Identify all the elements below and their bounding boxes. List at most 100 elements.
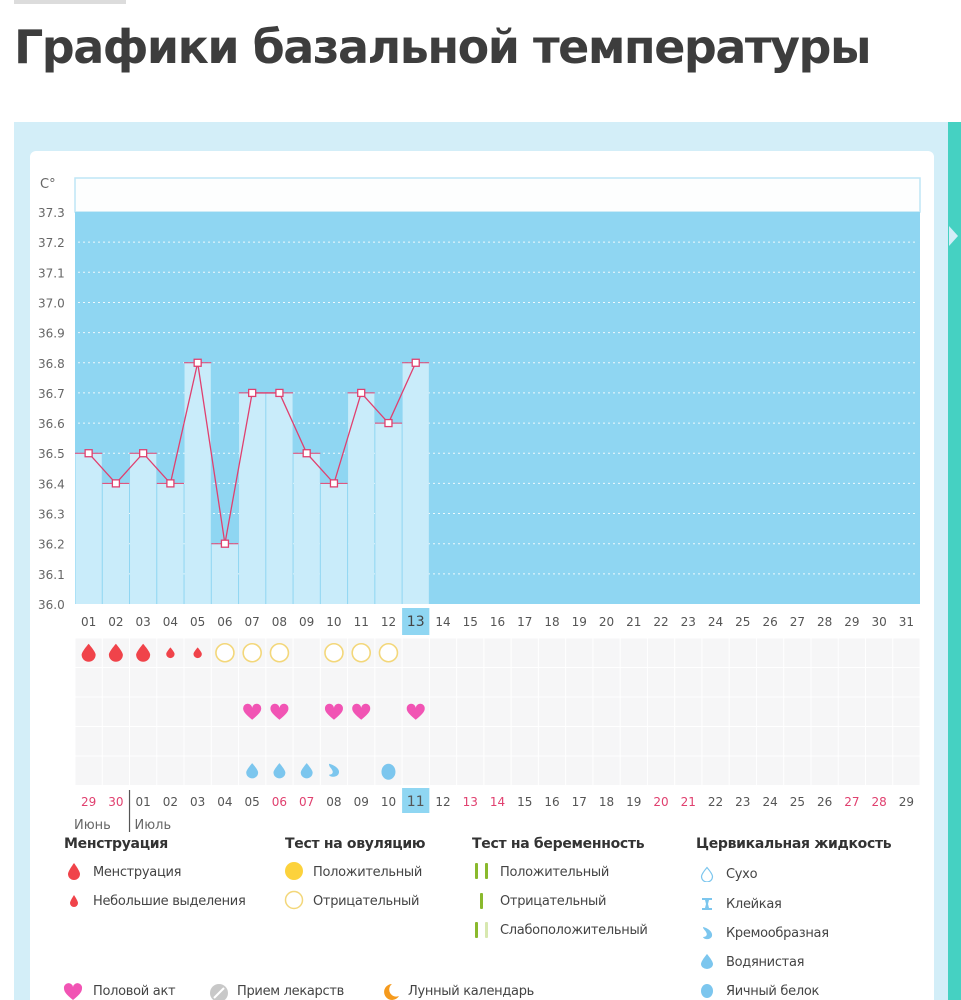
calendar-date-label[interactable]: 19 xyxy=(626,795,641,809)
marker-cell[interactable] xyxy=(320,727,348,756)
cycle-day-label[interactable]: 15 xyxy=(463,615,478,629)
marker-cell[interactable] xyxy=(375,727,402,756)
marker-cell[interactable] xyxy=(429,697,457,727)
marker-cell[interactable] xyxy=(756,697,784,727)
calendar-date-label[interactable]: 06 xyxy=(272,795,287,809)
cervical-creamy-icon[interactable] xyxy=(328,763,340,777)
calendar-date-label[interactable]: 28 xyxy=(871,795,886,809)
calendar-date-label[interactable]: 03 xyxy=(190,795,205,809)
marker-cell[interactable] xyxy=(102,697,130,727)
marker-cell[interactable] xyxy=(402,756,429,786)
temperature-bar[interactable] xyxy=(293,453,320,604)
cycle-day-label[interactable]: 25 xyxy=(735,615,750,629)
marker-cell[interactable] xyxy=(620,668,647,697)
marker-cell[interactable] xyxy=(729,697,756,727)
marker-cell[interactable] xyxy=(184,668,211,697)
marker-cell[interactable] xyxy=(865,727,893,756)
calendar-date-label[interactable]: 14 xyxy=(490,795,505,809)
marker-cell[interactable] xyxy=(647,638,675,668)
marker-cell[interactable] xyxy=(620,727,647,756)
temperature-point[interactable] xyxy=(248,388,257,398)
side-panel-toggle[interactable] xyxy=(948,122,961,1000)
marker-cell[interactable] xyxy=(675,727,702,756)
marker-cell[interactable] xyxy=(647,756,675,786)
temperature-point[interactable] xyxy=(329,479,339,488)
calendar-date-label[interactable]: 04 xyxy=(217,795,232,809)
marker-cell[interactable] xyxy=(457,756,484,786)
marker-cell[interactable] xyxy=(593,756,620,786)
marker-cell[interactable] xyxy=(429,756,457,786)
marker-cell[interactable] xyxy=(729,638,756,668)
marker-cell[interactable] xyxy=(293,638,320,668)
calendar-date-label[interactable]: 18 xyxy=(599,795,614,809)
marker-cell[interactable] xyxy=(266,727,293,756)
marker-cell[interactable] xyxy=(130,697,157,727)
marker-cell[interactable] xyxy=(620,756,647,786)
marker-cell[interactable] xyxy=(702,756,729,786)
temperature-bar[interactable] xyxy=(75,453,102,604)
marker-cell[interactable] xyxy=(838,638,865,668)
spotting-drop-icon[interactable] xyxy=(166,647,175,659)
marker-cell[interactable] xyxy=(375,668,402,697)
temperature-point[interactable] xyxy=(138,449,148,458)
temperature-bar[interactable] xyxy=(348,392,375,604)
marker-cell[interactable] xyxy=(211,727,239,756)
marker-cell[interactable] xyxy=(457,668,484,697)
marker-cell[interactable] xyxy=(811,756,838,786)
calendar-date-label[interactable]: 27 xyxy=(844,795,859,809)
marker-cell[interactable] xyxy=(538,756,566,786)
marker-cell[interactable] xyxy=(102,668,130,697)
marker-cell[interactable] xyxy=(893,668,920,697)
marker-cell[interactable] xyxy=(511,756,538,786)
temperature-point[interactable] xyxy=(220,539,230,548)
marker-cell[interactable] xyxy=(675,668,702,697)
marker-cell[interactable] xyxy=(75,668,102,697)
marker-cell[interactable] xyxy=(784,638,811,668)
cycle-day-label[interactable]: 02 xyxy=(108,615,123,629)
cycle-day-label[interactable]: 31 xyxy=(899,615,914,629)
marker-cell[interactable] xyxy=(75,697,102,727)
marker-cell[interactable] xyxy=(784,668,811,697)
marker-cell[interactable] xyxy=(675,756,702,786)
heart-icon[interactable] xyxy=(243,703,262,720)
marker-cell[interactable] xyxy=(756,668,784,697)
marker-cell[interactable] xyxy=(293,668,320,697)
marker-cell[interactable] xyxy=(865,697,893,727)
cycle-day-label[interactable]: 01 xyxy=(81,615,96,629)
calendar-date-label[interactable]: 05 xyxy=(245,795,260,809)
marker-cell[interactable] xyxy=(811,668,838,697)
calendar-date-label[interactable]: 02 xyxy=(163,795,178,809)
temperature-bar[interactable] xyxy=(320,483,348,604)
marker-cell[interactable] xyxy=(511,638,538,668)
cycle-day-label[interactable]: 16 xyxy=(490,615,505,629)
marker-cell[interactable] xyxy=(348,756,375,786)
temperature-bar[interactable] xyxy=(102,483,130,604)
temperature-bar[interactable] xyxy=(157,483,184,604)
marker-cell[interactable] xyxy=(75,727,102,756)
cycle-day-label[interactable]: 17 xyxy=(517,615,532,629)
calendar-date-label[interactable]: 20 xyxy=(653,795,668,809)
marker-cell[interactable] xyxy=(484,668,511,697)
cycle-day-label[interactable]: 03 xyxy=(136,615,151,629)
cycle-day-label[interactable]: 04 xyxy=(163,615,178,629)
marker-cell[interactable] xyxy=(429,727,457,756)
marker-cell[interactable] xyxy=(157,727,184,756)
marker-cell[interactable] xyxy=(865,756,893,786)
marker-cell[interactable] xyxy=(702,727,729,756)
calendar-date-label[interactable]: 25 xyxy=(790,795,805,809)
marker-cell[interactable] xyxy=(320,668,348,697)
marker-cell[interactable] xyxy=(702,697,729,727)
marker-cell[interactable] xyxy=(811,727,838,756)
ovulation-negative-icon[interactable] xyxy=(242,642,262,663)
marker-cell[interactable] xyxy=(756,638,784,668)
marker-cell[interactable] xyxy=(293,727,320,756)
marker-cell[interactable] xyxy=(211,697,239,727)
cycle-day-label[interactable]: 11 xyxy=(354,615,369,629)
marker-cell[interactable] xyxy=(157,697,184,727)
marker-cell[interactable] xyxy=(893,727,920,756)
marker-cell[interactable] xyxy=(702,668,729,697)
marker-cell[interactable] xyxy=(538,638,566,668)
cycle-day-label[interactable]: 26 xyxy=(762,615,777,629)
marker-cell[interactable] xyxy=(620,697,647,727)
marker-cell[interactable] xyxy=(811,638,838,668)
